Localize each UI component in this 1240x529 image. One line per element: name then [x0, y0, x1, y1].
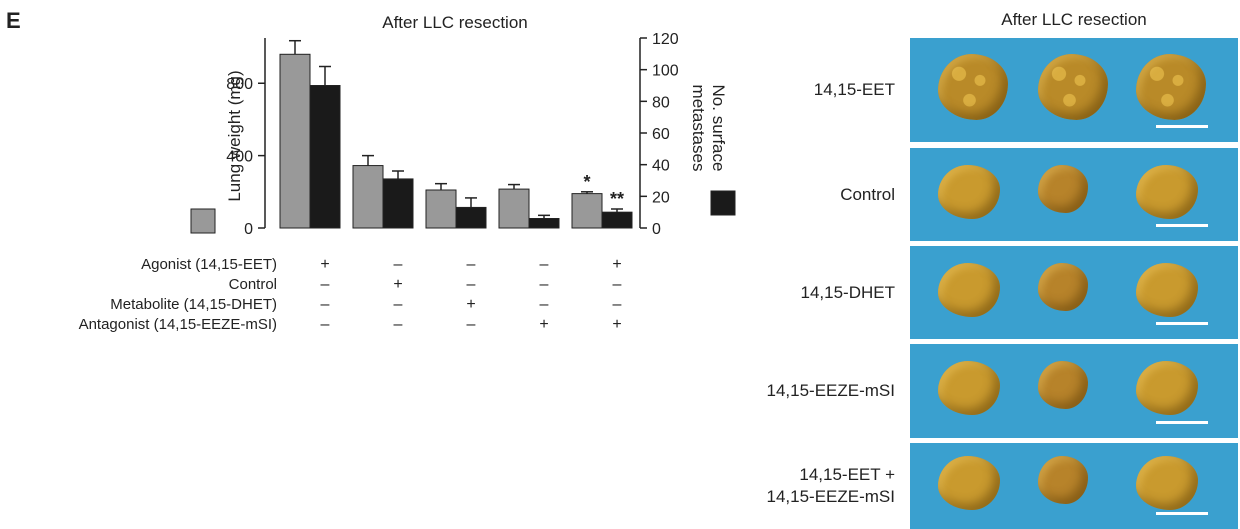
legend-swatch-metastases	[710, 190, 736, 216]
bar-metastases	[382, 178, 414, 229]
legend-swatch-lung-weight	[190, 208, 216, 234]
bar-lung-weight	[279, 53, 311, 229]
left-axis-label: Lung weight (mg)	[225, 70, 244, 201]
lung-photo	[910, 344, 1238, 438]
bar-lung-weight	[571, 193, 603, 229]
photo-row-label: 14,15-DHET	[801, 282, 895, 304]
bar-metastases	[528, 218, 560, 229]
right-tick-label: 20	[652, 189, 670, 206]
panel-letter: E	[6, 8, 21, 33]
treatment-sign: –	[613, 276, 622, 293]
right-tick-label: 0	[652, 221, 661, 238]
treatment-sign: –	[394, 316, 403, 333]
photo-row-label: Control	[840, 184, 895, 206]
lung-specimen	[938, 456, 1000, 510]
lung-photo	[910, 443, 1238, 529]
photo-row-label-line: 14,15-EET +	[799, 465, 895, 484]
treatment-label: Control	[229, 276, 277, 293]
lung-specimen	[1038, 164, 1088, 213]
treatment-sign: –	[394, 296, 403, 313]
significance-marker: *	[583, 172, 590, 192]
treatment-sign: +	[393, 276, 402, 293]
treatment-sign: –	[467, 316, 476, 333]
lung-specimen	[1038, 54, 1108, 120]
treatment-sign: –	[394, 256, 403, 273]
treatment-sign: –	[467, 256, 476, 273]
scale-bar	[1156, 322, 1208, 325]
bar-lung-weight	[425, 189, 457, 229]
lung-photo	[910, 38, 1238, 142]
lung-specimen	[1136, 262, 1198, 317]
left-tick-label: 800	[226, 76, 253, 93]
scale-bar	[1156, 224, 1208, 227]
bar-metastases	[309, 85, 341, 229]
photo-row-label-line: 14,15-EEZE-mSI	[766, 487, 896, 506]
chart-title: After LLC resection	[382, 13, 528, 32]
bar-lung-weight	[498, 188, 530, 229]
treatment-label: Metabolite (14,15-DHET)	[110, 296, 277, 313]
right-tick-label: 120	[652, 31, 679, 48]
lung-specimen	[1038, 361, 1088, 409]
treatment-sign: –	[540, 296, 549, 313]
lung-specimen	[1038, 456, 1088, 504]
treatment-sign: –	[467, 276, 476, 293]
bar-lung-weight	[352, 165, 384, 229]
treatment-sign: +	[320, 256, 329, 273]
lung-specimen	[1136, 54, 1206, 120]
photo-row-label: 14,15-EEZE-mSI	[767, 380, 896, 402]
right-axis-label-line1: No. surface	[709, 85, 728, 172]
photo-row-label-line: 14,15-EEZE-mSI	[766, 381, 896, 400]
treatment-sign: +	[466, 296, 475, 313]
scale-bar	[1156, 512, 1208, 515]
lung-specimen	[938, 54, 1008, 120]
treatment-sign: +	[612, 316, 621, 333]
lung-specimen	[1136, 164, 1198, 219]
scale-bar	[1156, 421, 1208, 424]
treatment-sign: +	[612, 256, 621, 273]
right-tick-label: 80	[652, 94, 670, 111]
treatment-sign: –	[321, 296, 330, 313]
lung-photo	[910, 246, 1238, 339]
photo-panel-title: After LLC resection	[1001, 10, 1147, 29]
bar-chart: After LLC resection 0 400 800 0 20 40 60 80 100 12…	[79, 13, 736, 333]
photo-row-label-line: Control	[840, 184, 895, 204]
photo-row-label-line: 14,15-DHET	[800, 282, 895, 302]
treatment-label: Agonist (14,15-EET)	[141, 256, 277, 273]
right-tick-label: 100	[652, 63, 679, 80]
lung-specimen	[1136, 456, 1198, 510]
lung-specimen	[1136, 361, 1198, 415]
treatment-sign: –	[321, 276, 330, 293]
left-tick-label: 400	[226, 149, 253, 166]
lung-photo	[910, 148, 1238, 241]
right-axis-label-line2: metastases	[689, 85, 708, 172]
treatment-label: Antagonist (14,15-EEZE-mSI)	[79, 316, 277, 333]
treatment-sign: –	[540, 256, 549, 273]
lung-specimen	[938, 164, 1000, 219]
treatment-sign: +	[539, 316, 548, 333]
right-tick-label: 40	[652, 158, 670, 175]
lung-specimen	[938, 361, 1000, 415]
photo-row-label: 14,15-EET + 14,15-EEZE-mSI	[767, 464, 896, 508]
lung-specimen	[938, 262, 1000, 317]
scale-bar	[1156, 125, 1208, 128]
photo-row-label-line: 14,15-EET	[813, 80, 895, 99]
bar-metastases	[455, 206, 487, 229]
bar-metastases	[601, 211, 633, 229]
left-tick-label: 0	[244, 221, 253, 238]
significance-marker: **	[610, 189, 624, 209]
treatment-sign: –	[540, 276, 549, 293]
lung-specimen	[1038, 262, 1088, 311]
photo-row-label: 14,15-EET	[814, 79, 895, 101]
treatment-sign: –	[613, 296, 622, 313]
right-tick-label: 60	[652, 126, 670, 143]
treatment-sign: –	[321, 316, 330, 333]
